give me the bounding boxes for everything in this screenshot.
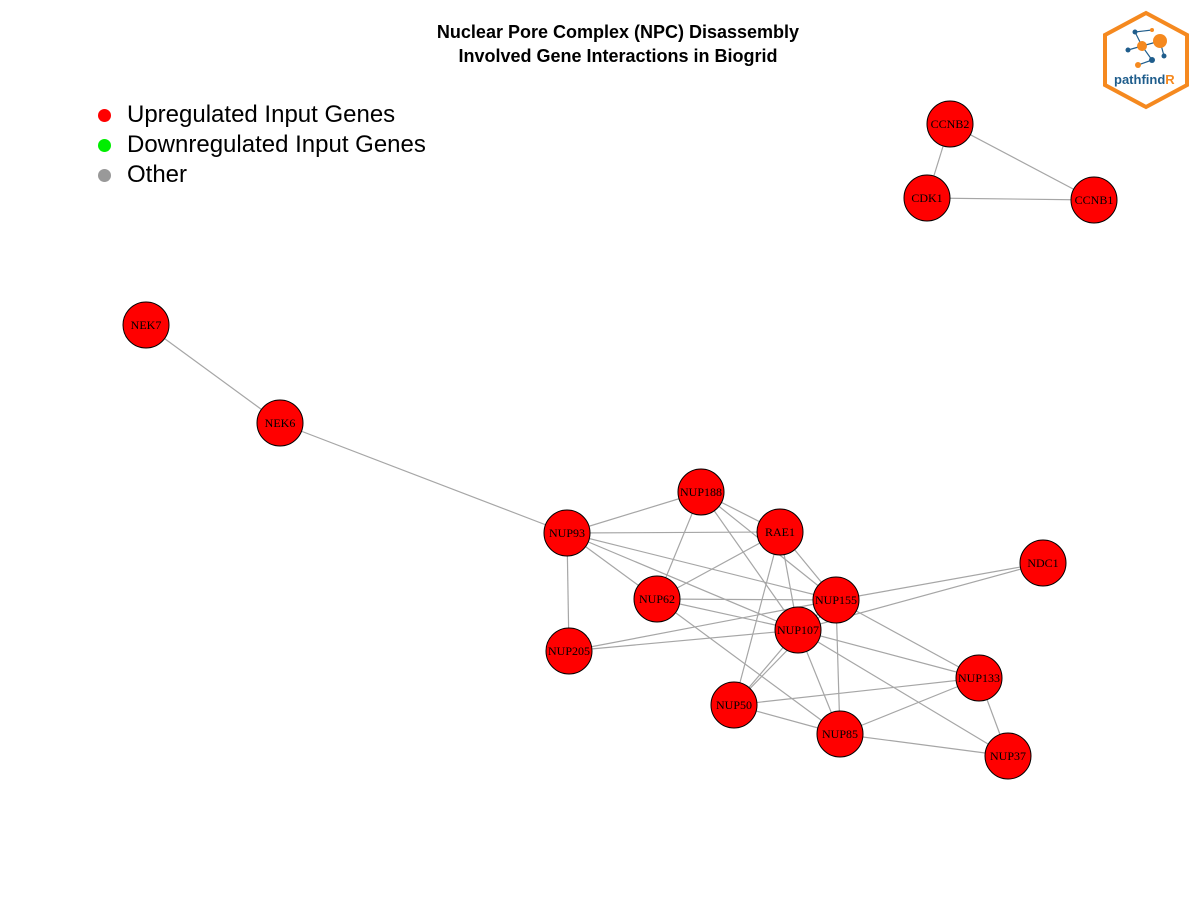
edge-cdk1-ccnb1 (926, 197, 1095, 201)
legend-dot-upregulated (98, 108, 111, 122)
node-circle (122, 301, 170, 349)
legend-label-upregulated: Upregulated Input Genes (127, 101, 396, 128)
edge-nup93-rae1 (566, 531, 781, 534)
node-label: NUP50 (716, 698, 752, 712)
edge-nup155-nup133 (835, 599, 980, 679)
node-label: NUP62 (639, 592, 675, 606)
node-nup133: NUP133 (955, 654, 1003, 702)
node-nek6: NEK6 (256, 399, 304, 447)
logo-text: pathfindR (1114, 72, 1175, 87)
title-line-1: Nuclear Pore Complex (NPC) Disassembly (436, 22, 800, 42)
node-circle (1019, 539, 1067, 587)
edge-rae1-nup50 (733, 531, 781, 706)
node-label: NUP93 (549, 526, 585, 540)
edge-nup205-nup107 (568, 629, 799, 652)
node-label: CDK1 (911, 191, 942, 205)
legend-dot-downregulated (98, 138, 111, 152)
edge-nup155-nup50 (733, 599, 837, 706)
node-circle (984, 732, 1032, 780)
logo-text-accent: R (1165, 72, 1175, 87)
node-label: NUP188 (680, 485, 722, 499)
legend-dot-other (98, 168, 111, 182)
node-nup155: NUP155 (812, 576, 860, 624)
node-nek7: NEK7 (122, 301, 170, 349)
title-line-2: Involved Gene Interactions in Biogrid (458, 46, 778, 66)
node-circle (710, 681, 758, 729)
node-nup93: NUP93 (543, 509, 591, 557)
edge-nek6-nup93 (279, 422, 568, 534)
edge-nup93-nup107 (566, 532, 799, 631)
edge-nek7-nek6 (145, 324, 281, 424)
nodes-layer: CCNB2 CDK1 CCNB1 NEK7 NEK6 NUP188 NUP93 RAE1 NDC… (122, 100, 1118, 780)
legend-item-upregulated: Upregulated Input Genes (98, 100, 426, 130)
node-label: NUP133 (958, 671, 1000, 685)
edge-nup62-nup107 (656, 598, 799, 631)
node-label: CCNB1 (1075, 193, 1114, 207)
node-cdk1: CDK1 (903, 174, 951, 222)
node-ccnb2: CCNB2 (926, 100, 974, 148)
node-circle (677, 468, 725, 516)
edge-ccnb2-ccnb1 (949, 123, 1095, 201)
node-circle (756, 508, 804, 556)
node-circle (543, 509, 591, 557)
node-circle (903, 174, 951, 222)
node-circle (955, 654, 1003, 702)
edge-nup107-nup133 (797, 629, 980, 679)
node-label: NUP155 (815, 593, 857, 607)
node-nup188: NUP188 (677, 468, 725, 516)
node-ccnb1: CCNB1 (1070, 176, 1118, 224)
legend-label-other: Other (127, 161, 188, 188)
node-label: CCNB2 (931, 117, 970, 131)
node-circle (774, 606, 822, 654)
node-nup205: NUP205 (545, 627, 593, 675)
legend-item-downregulated: Downregulated Input Genes (98, 130, 426, 160)
edge-nup93-nup155 (566, 532, 837, 601)
node-label: NUP85 (822, 727, 858, 741)
legend: Upregulated Input Genes Downregulated In… (98, 100, 426, 190)
node-nup50: NUP50 (710, 681, 758, 729)
edge-nup133-nup50 (733, 677, 980, 706)
chart-title: Nuclear Pore Complex (NPC) Disassembly I… (0, 20, 1200, 68)
node-label: NUP37 (990, 749, 1026, 763)
node-nup62: NUP62 (633, 575, 681, 623)
node-circle (545, 627, 593, 675)
node-label: NEK6 (265, 416, 296, 430)
node-label: NEK7 (131, 318, 162, 332)
edge-nup107-nup37 (797, 629, 1009, 757)
node-circle (1070, 176, 1118, 224)
node-nup37: NUP37 (984, 732, 1032, 780)
edge-nup62-nup155 (656, 598, 837, 601)
node-rae1: RAE1 (756, 508, 804, 556)
edge-nup133-nup85 (839, 677, 980, 735)
edge-nup62-nup85 (656, 598, 841, 735)
pathfindr-logo: pathfindR (1102, 10, 1190, 110)
node-nup107: NUP107 (774, 606, 822, 654)
edge-ndc1-nup155 (835, 562, 1044, 601)
legend-item-other: Other (98, 160, 426, 190)
node-circle (256, 399, 304, 447)
node-label: RAE1 (765, 525, 795, 539)
legend-label-downregulated: Downregulated Input Genes (127, 131, 426, 158)
node-nup85: NUP85 (816, 710, 864, 758)
edge-nup85-nup37 (839, 733, 1009, 757)
node-circle (812, 576, 860, 624)
logo-text-main: pathfind (1114, 72, 1165, 87)
node-label: NUP205 (548, 644, 590, 658)
edge-nup188-nup107 (700, 491, 799, 631)
node-label: NDC1 (1027, 556, 1058, 570)
node-ndc1: NDC1 (1019, 539, 1067, 587)
node-circle (816, 710, 864, 758)
node-label: NUP107 (777, 623, 819, 637)
node-circle (926, 100, 974, 148)
node-circle (633, 575, 681, 623)
